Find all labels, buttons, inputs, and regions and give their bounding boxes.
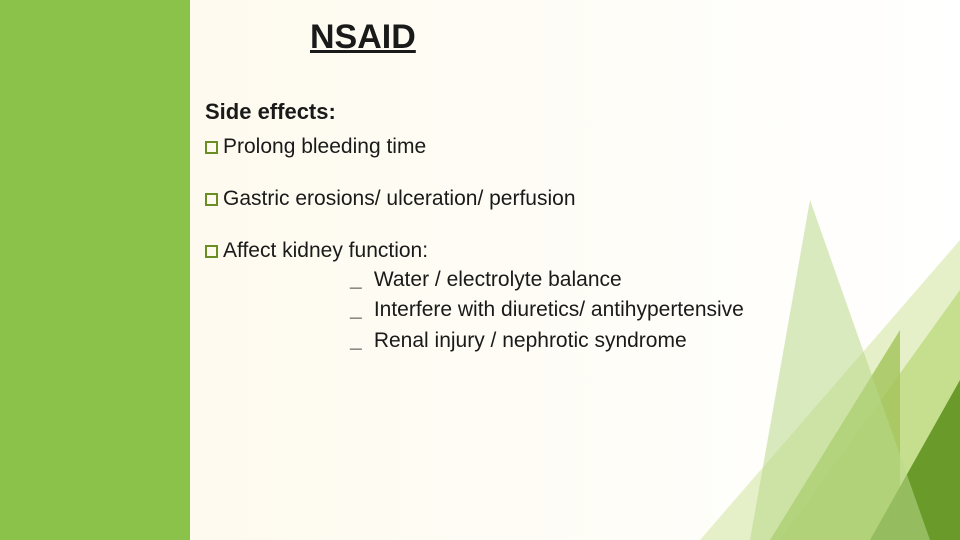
square-bullet-icon	[205, 245, 218, 258]
underscore-icon: _	[350, 326, 368, 356]
sub-item-text: Water / electrolyte balance	[368, 268, 622, 291]
bullet-text: Affect kidney function:	[223, 239, 428, 263]
slide-title: NSAID	[310, 18, 935, 57]
underscore-icon: _	[350, 295, 368, 325]
bullet-item-1: Prolong bleeding time	[205, 135, 935, 159]
content-area: NSAID Side effects: Prolong bleeding tim…	[205, 18, 935, 356]
square-bullet-icon	[205, 193, 218, 206]
bullet-item-2: Gastric erosions/ ulceration/ perfusion	[205, 187, 935, 211]
slide: NSAID Side effects: Prolong bleeding tim…	[0, 0, 960, 540]
sub-item-1: _ Water / electrolyte balance	[350, 265, 935, 295]
bullet-item-3: Affect kidney function:	[205, 239, 935, 263]
square-bullet-icon	[205, 141, 218, 154]
subheading: Side effects:	[205, 99, 935, 125]
underscore-icon: _	[350, 265, 368, 295]
bullet-text: Gastric erosions/ ulceration/ perfusion	[223, 187, 576, 211]
sub-item-2: _ Interfere with diuretics/ antihyperten…	[350, 295, 935, 325]
sub-list: _ Water / electrolyte balance _ Interfer…	[350, 265, 935, 356]
sub-item-text: Renal injury / nephrotic syndrome	[368, 329, 687, 352]
sub-item-3: _ Renal injury / nephrotic syndrome	[350, 326, 935, 356]
sub-item-text: Interfere with diuretics/ antihypertensi…	[368, 298, 744, 321]
sidebar	[0, 0, 190, 540]
bullet-text: Prolong bleeding time	[223, 135, 426, 159]
